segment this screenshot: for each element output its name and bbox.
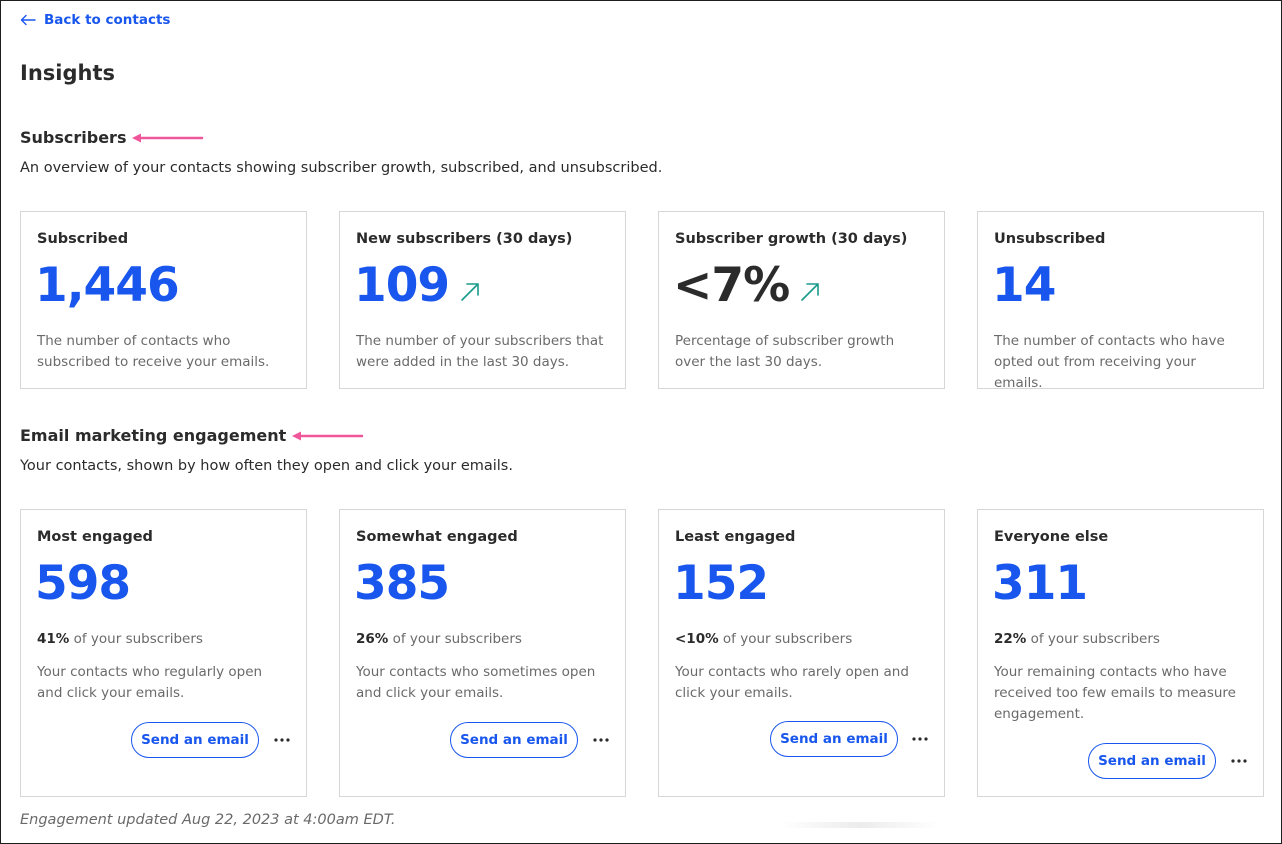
- card-title: Subscribed: [37, 231, 129, 247]
- card-title: Somewhat engaged: [356, 529, 518, 545]
- unsubscribed-count: 14: [992, 258, 1056, 313]
- everyone-else-count: 311: [992, 556, 1088, 611]
- engagement-section-description: Your contacts, shown by how often they o…: [20, 458, 513, 474]
- card-title: Least engaged: [675, 529, 796, 545]
- card-title: New subscribers (30 days): [356, 231, 573, 247]
- everyone-else-card: Everyone else 311 22% of your subscriber…: [977, 509, 1264, 797]
- up-right-arrow-icon: [801, 282, 819, 301]
- percent-suffix: of your subscribers: [392, 631, 522, 647]
- card-description: Your remaining contacts who have receive…: [994, 664, 1236, 722]
- percent-value: 26%: [356, 631, 389, 647]
- subscribers-section-title: Subscribers: [20, 128, 127, 147]
- card-description: Your contacts who regularly open and cli…: [37, 664, 263, 701]
- percent-value: 22%: [994, 631, 1027, 647]
- card-description: Your contacts who sometimes open and cli…: [356, 664, 596, 701]
- subscriber-growth-value: <7%: [673, 258, 790, 313]
- up-right-arrow-icon: [461, 282, 479, 301]
- card-description: The number of contacts who have opted ou…: [994, 333, 1225, 391]
- subscribers-section-heading: Subscribers: [20, 128, 204, 147]
- card-title: Everyone else: [994, 529, 1109, 545]
- send-email-button[interactable]: Send an email: [770, 721, 898, 757]
- subscriber-growth-card: Subscriber growth (30 days) <7% Percenta…: [658, 211, 945, 389]
- unsubscribed-card: Unsubscribed 14 The number of contacts w…: [977, 211, 1264, 391]
- most-engaged-count: 598: [35, 556, 131, 611]
- engagement-section-title: Email marketing engagement: [20, 426, 287, 445]
- card-description: Your contacts who rarely open and click …: [675, 664, 909, 701]
- least-engaged-count: 152: [673, 556, 769, 611]
- subscribed-count: 1,446: [35, 258, 180, 313]
- page-title: Insights: [20, 61, 115, 85]
- percent-suffix: of your subscribers: [1030, 631, 1160, 647]
- back-to-contacts-link[interactable]: Back to contacts: [20, 12, 170, 28]
- decorative-blur: [780, 822, 940, 828]
- percent-of-subscribers: 41% of your subscribers: [37, 631, 203, 647]
- more-options-icon[interactable]: [271, 729, 293, 751]
- more-options-icon[interactable]: [1228, 750, 1250, 772]
- card-description: The number of contacts who subscribed to…: [37, 333, 270, 370]
- percent-suffix: of your subscribers: [722, 631, 853, 647]
- annotation-arrow-icon: [132, 133, 204, 142]
- somewhat-engaged-card: Somewhat engaged 385 26% of your subscri…: [339, 509, 626, 797]
- card-title: Subscriber growth (30 days): [675, 231, 908, 247]
- engagement-updated-note: Engagement updated Aug 22, 2023 at 4:00a…: [20, 812, 396, 828]
- back-arrow-icon: [20, 14, 36, 26]
- percent-of-subscribers: <10% of your subscribers: [675, 631, 852, 647]
- percent-value: 41%: [37, 631, 70, 647]
- subscribed-card: Subscribed 1,446 The number of contacts …: [20, 211, 307, 389]
- card-title: Most engaged: [37, 529, 153, 545]
- subscribers-section-description: An overview of your contacts showing sub…: [20, 160, 663, 176]
- send-email-button[interactable]: Send an email: [131, 722, 259, 758]
- new-subscribers-card: New subscribers (30 days) 109 The number…: [339, 211, 626, 389]
- annotation-arrow-icon: [292, 431, 364, 440]
- more-options-icon[interactable]: [590, 729, 612, 751]
- send-email-button[interactable]: Send an email: [1088, 743, 1216, 779]
- new-subscribers-count: 109: [354, 258, 450, 313]
- percent-suffix: of your subscribers: [73, 631, 203, 647]
- back-link-label: Back to contacts: [44, 12, 171, 28]
- somewhat-engaged-count: 385: [354, 556, 450, 611]
- least-engaged-card: Least engaged 152 <10% of your subscribe…: [658, 509, 945, 797]
- card-description: The number of your subscribers that were…: [356, 333, 604, 370]
- card-description: Percentage of subscriber growth over the…: [675, 333, 895, 370]
- percent-of-subscribers: 22% of your subscribers: [994, 631, 1160, 647]
- percent-value: <10%: [675, 631, 719, 647]
- percent-of-subscribers: 26% of your subscribers: [356, 631, 522, 647]
- card-title: Unsubscribed: [994, 231, 1106, 247]
- engagement-section-heading: Email marketing engagement: [20, 426, 364, 445]
- more-options-icon[interactable]: [909, 728, 931, 750]
- most-engaged-card: Most engaged 598 41% of your subscribers…: [20, 509, 307, 797]
- send-email-button[interactable]: Send an email: [450, 722, 578, 758]
